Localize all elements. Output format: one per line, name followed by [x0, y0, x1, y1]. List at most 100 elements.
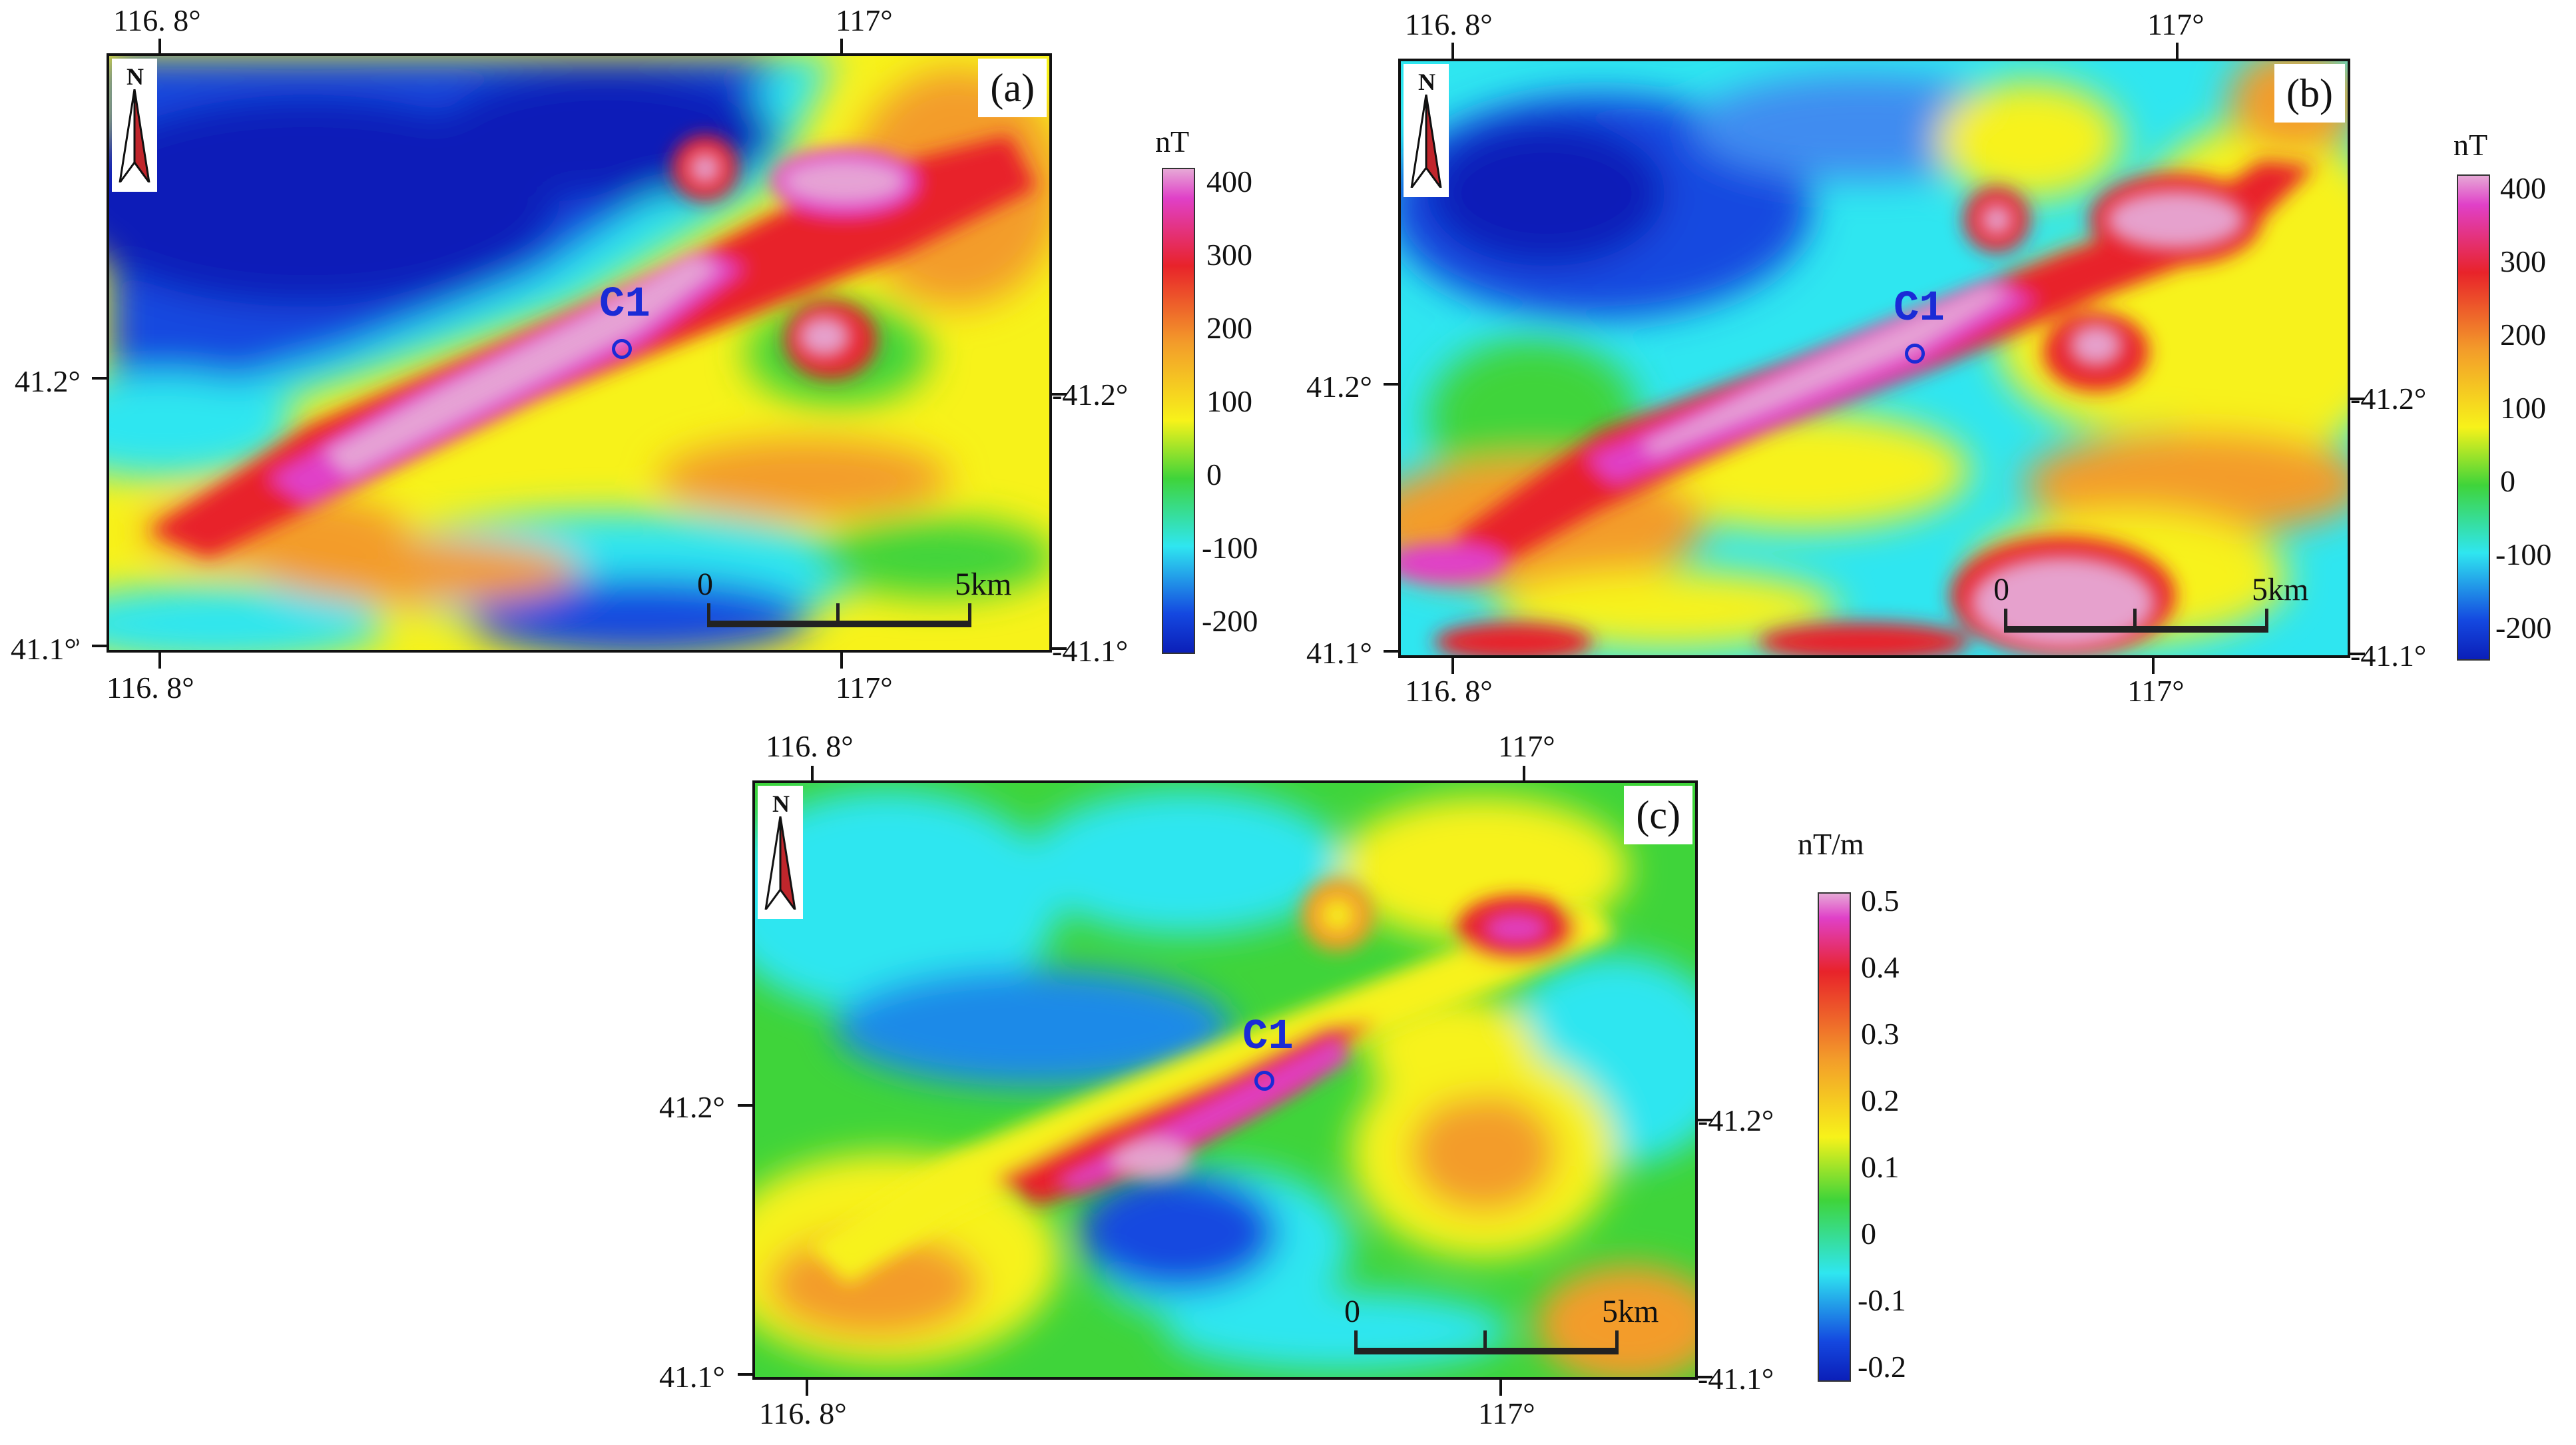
lat-label-right-b2: -41.1°: [2350, 639, 2427, 673]
tick-right-c1: [1698, 1119, 1712, 1121]
cb-label-c-4: 0.1: [1861, 1150, 1900, 1184]
scale-tick-c2: [1615, 1330, 1619, 1354]
map-c-raster: [755, 783, 1695, 1377]
lon-label-bottom-left-c: 116. 8°: [759, 1396, 847, 1430]
lat-label-left-b1: 41.2°: [1306, 370, 1372, 404]
lat-label-left-c2: 41.1°: [659, 1360, 725, 1394]
magnetic-map-a[interactable]: N (a) C1 0 5km: [107, 53, 1052, 653]
cb-label-a-1: 300: [1206, 238, 1252, 272]
north-arrow-icon-a: [119, 89, 150, 182]
lat-label-right-a2: -41.1°: [1052, 634, 1129, 668]
tick-bottom-left-a: [158, 653, 161, 669]
north-letter-c: N: [772, 790, 790, 817]
cb-label-a-3: 100: [1206, 384, 1252, 418]
tick-right-a1: [1052, 393, 1067, 396]
tick-left-c1: [738, 1104, 752, 1107]
tick-left-b1: [1384, 383, 1398, 386]
cb-label-a-4: 0: [1206, 457, 1222, 491]
site-marker-b[interactable]: [1905, 344, 1925, 364]
north-arrow-c: N: [758, 786, 803, 919]
scale-tick-a1: [836, 603, 840, 627]
gradient-map-c[interactable]: N (c) C1 0 5km: [752, 780, 1698, 1380]
scale-end-b: 5km: [2252, 572, 2309, 607]
tick-left-c2: [738, 1373, 752, 1376]
site-label-b: C1: [1894, 285, 1945, 333]
scale-tick-c1: [1483, 1330, 1487, 1354]
panel-letter-b: (b): [2274, 64, 2345, 123]
north-arrow-icon-b: [1410, 95, 1442, 188]
lat-label-right-c1: -41.2°: [1698, 1103, 1774, 1137]
tick-right-b2: [2350, 653, 2365, 655]
tick-bottom-left-c: [806, 1380, 808, 1396]
panel-letter-c: (c): [1624, 786, 1692, 844]
tick-top-left: [158, 39, 161, 55]
cb-label-a-6: -200: [1202, 604, 1258, 638]
tick-bottom-left-b: [1451, 658, 1454, 674]
lon-label-top-left-c: 116. 8°: [766, 729, 854, 763]
north-arrow-b: N: [1404, 64, 1449, 197]
scale-start-a: 0: [697, 567, 713, 602]
site-label-c: C1: [1242, 1013, 1294, 1061]
cb-label-b-3: 100: [2500, 391, 2546, 425]
cb-label-c-2: 0.3: [1861, 1017, 1900, 1051]
tick-bottom-right-b: [2152, 658, 2155, 674]
scale-tick-b1: [2133, 609, 2137, 633]
scale-tick-b0: [2004, 609, 2007, 633]
scale-tick-b2: [2265, 609, 2268, 633]
lat-label-left-a1: 41.2°: [15, 364, 81, 398]
lon-label-bottom-right-b: 117°: [2127, 674, 2185, 708]
cb-label-b-4: 0: [2500, 464, 2515, 498]
cb-label-a-5: -100: [1202, 531, 1258, 565]
cb-label-b-0: 400: [2500, 171, 2546, 205]
scale-start-b: 0: [1993, 572, 2009, 607]
cb-label-c-3: 0.2: [1861, 1083, 1900, 1117]
colorbar-unit-c: nT/m: [1798, 827, 1864, 861]
colorbar-b: [2457, 174, 2490, 661]
cb-label-b-2: 200: [2500, 318, 2546, 352]
scale-tick-c0: [1354, 1330, 1358, 1354]
scale-end-c: 5km: [1602, 1294, 1659, 1329]
tick-bottom-right-a: [840, 653, 843, 669]
colorbar-unit-a: nT: [1155, 125, 1190, 158]
tick-left-a1: [92, 377, 107, 380]
lat-label-left-b2: 41.1°: [1306, 636, 1372, 670]
tick-top-right-b: [2176, 43, 2179, 59]
lon-label-top-right-c: 117°: [1498, 729, 1555, 763]
north-letter-a: N: [127, 63, 144, 90]
tick-left-a2: [92, 645, 107, 647]
site-marker-c[interactable]: [1254, 1071, 1274, 1091]
lon-label-top-right: 117°: [836, 3, 893, 37]
north-arrow-icon-c: [764, 816, 796, 910]
site-marker-a[interactable]: [612, 339, 632, 359]
tick-bottom-right-c: [1499, 1380, 1502, 1396]
cb-label-c-7: -0.2: [1858, 1350, 1906, 1384]
lon-label-bottom-left-b: 116. 8°: [1405, 674, 1493, 708]
north-arrow-a: N: [112, 59, 157, 192]
north-letter-b: N: [1418, 69, 1435, 95]
magnetic-map-b[interactable]: N (b) C1 0 5km: [1398, 59, 2350, 658]
panel-letter-a: (a): [978, 59, 1047, 117]
lat-label-bottom-left-a: 41.1°: [11, 632, 77, 666]
tick-right-c2: [1698, 1376, 1712, 1378]
cb-label-b-6: -200: [2495, 611, 2552, 645]
tick-right-b1: [2350, 398, 2365, 400]
tick-left-b2: [1384, 650, 1398, 653]
lon-label-top-right-b: 117°: [2147, 7, 2204, 41]
lat-label-right-b1: -41.2°: [2350, 382, 2427, 416]
scale-tick-a2: [968, 603, 971, 627]
tick-right-a2: [1052, 647, 1067, 650]
map-a-raster: [109, 56, 1049, 650]
tick-top-left-c: [811, 766, 814, 782]
tick-top-left-b: [1451, 43, 1454, 59]
cb-label-b-1: 300: [2500, 244, 2546, 278]
colorbar-a: [1162, 168, 1195, 654]
cb-label-c-0: 0.5: [1861, 884, 1900, 918]
scale-end-a: 5km: [955, 567, 1012, 602]
colorbar-unit-b: nT: [2453, 128, 2488, 162]
cb-label-c-1: 0.4: [1861, 950, 1900, 984]
lat-label-right-c2: -41.1°: [1698, 1362, 1774, 1396]
cb-label-c-5: 0: [1861, 1217, 1876, 1251]
lon-label-bottom-right-a: 117°: [836, 671, 893, 705]
cb-label-c-6: -0.1: [1858, 1283, 1906, 1317]
lon-label-top-left-b: 116. 8°: [1405, 7, 1493, 41]
